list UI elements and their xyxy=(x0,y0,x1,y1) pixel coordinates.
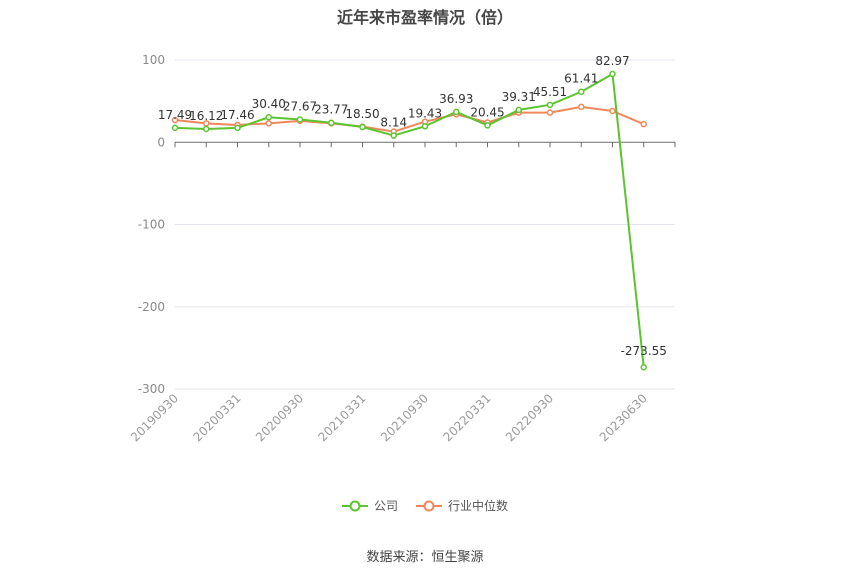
point-company xyxy=(328,119,335,126)
data-label: 30.40 xyxy=(252,97,286,111)
legend-company-label: 公司 xyxy=(373,499,398,513)
point-company xyxy=(296,116,304,123)
x-tick-label: 20230630 xyxy=(597,391,650,444)
point-company xyxy=(546,101,554,109)
point-company xyxy=(578,88,585,95)
data-label: 39.31 xyxy=(502,90,536,104)
point-company xyxy=(484,122,491,129)
x-tick-label: 20200930 xyxy=(253,391,306,444)
point-industry xyxy=(265,120,272,127)
x-tick-label: 20210930 xyxy=(378,391,431,444)
y-tick-label: -200 xyxy=(138,300,165,314)
x-tick-label: 20220331 xyxy=(441,391,494,444)
x-tick-label: 20200331 xyxy=(191,391,244,444)
data-label: 20.45 xyxy=(470,105,504,119)
point-industry xyxy=(546,109,554,116)
data-label: 18.50 xyxy=(345,107,379,121)
data-label: 17.49 xyxy=(158,108,192,122)
data-label: 19.43 xyxy=(408,106,442,120)
point-company xyxy=(359,123,366,131)
point-company xyxy=(203,125,210,133)
data-label: 16.12 xyxy=(189,109,223,123)
data-label: 61.41 xyxy=(564,72,598,86)
point-company xyxy=(265,113,272,121)
data-label: 17.46 xyxy=(220,108,254,122)
grid-lines xyxy=(175,59,675,390)
point-industry xyxy=(578,103,585,111)
point-company xyxy=(640,363,647,371)
point-company xyxy=(421,123,429,130)
data-labels: 17.4916.1217.4630.4027.6723.7718.508.141… xyxy=(158,54,667,358)
source-note: 数据来源：恒生聚源 xyxy=(366,550,484,565)
series-lines xyxy=(171,70,647,371)
y-tick-label: -300 xyxy=(138,382,165,396)
point-industry xyxy=(640,120,647,128)
y-tick-label: 100 xyxy=(142,53,165,67)
x-tick-label: 20210331 xyxy=(316,391,369,444)
data-label: 27.67 xyxy=(283,99,317,113)
point-company xyxy=(234,124,241,132)
legend-item-company[interactable]: 公司 xyxy=(341,497,398,514)
data-label: -273.55 xyxy=(621,344,667,358)
legend-item-industry[interactable]: 行业中位数 xyxy=(416,497,508,514)
y-tick-label: -100 xyxy=(138,218,165,232)
data-label: 36.93 xyxy=(439,92,473,106)
series-line-company xyxy=(174,73,645,368)
legend: 公司 行业中位数 xyxy=(0,497,850,514)
point-company xyxy=(609,70,616,78)
data-label: 45.51 xyxy=(533,85,567,99)
series-line-industry xyxy=(174,105,645,133)
point-company xyxy=(390,132,397,139)
legend-industry-label: 行业中位数 xyxy=(448,499,509,513)
point-company xyxy=(453,108,460,116)
x-tick-label: 20220930 xyxy=(503,391,556,444)
point-company xyxy=(515,106,522,114)
legend-company-marker-icon xyxy=(341,500,368,511)
data-label: 8.14 xyxy=(380,116,407,130)
point-industry xyxy=(171,116,179,124)
y-tick-label: 0 xyxy=(157,135,165,149)
data-label: 82.97 xyxy=(595,54,629,68)
chart-title: 近年来市盈率情况（倍） xyxy=(336,8,513,27)
point-company xyxy=(171,124,179,132)
point-industry xyxy=(609,107,616,115)
x-tick-label: 20190930 xyxy=(128,391,181,444)
legend-industry-marker-icon xyxy=(416,500,442,511)
data-label: 23.77 xyxy=(314,103,348,117)
